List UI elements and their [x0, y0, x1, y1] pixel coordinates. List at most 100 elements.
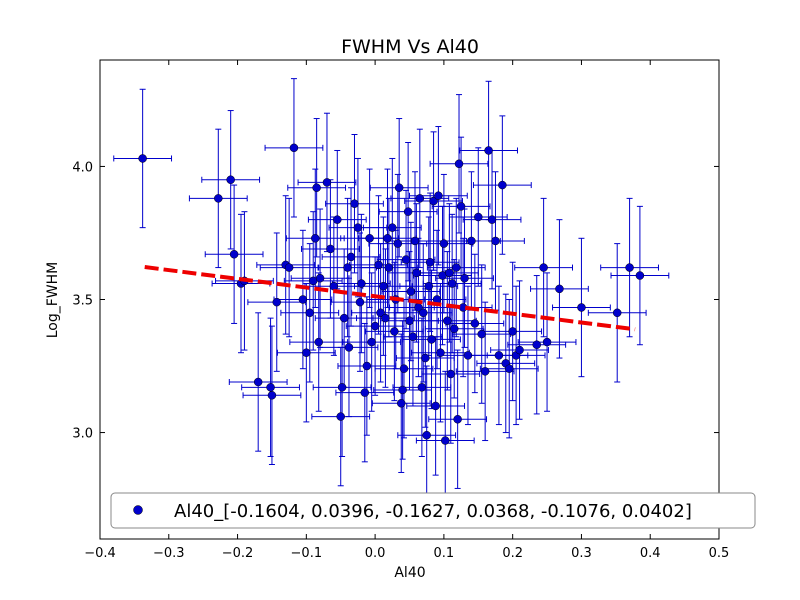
legend-box [110, 492, 756, 529]
y-axis-ticks: 3.0 3.5 4.0 [72, 160, 719, 442]
data-point [388, 223, 397, 232]
data-point [474, 212, 483, 222]
data-point [491, 236, 500, 246]
data-point [374, 260, 383, 270]
data-point [441, 436, 450, 445]
x-tick-label: −0.3 [153, 546, 185, 561]
data-point [454, 159, 464, 169]
data-point [405, 316, 414, 326]
data-point [353, 223, 363, 232]
data-point [370, 321, 380, 331]
x-tick-label: 0.1 [434, 546, 455, 561]
data-point [445, 268, 454, 278]
data-point [412, 268, 421, 278]
data-point [360, 388, 370, 397]
points-layer [138, 143, 645, 445]
legend-label: Al40_[-0.1604, 0.0396, -0.1627, 0.0368, … [174, 501, 692, 522]
data-point [350, 199, 359, 208]
data-point [431, 401, 440, 411]
data-point [272, 297, 282, 307]
x-tick-label: 0.5 [709, 546, 730, 561]
data-point [367, 337, 376, 347]
fit-line [144, 265, 636, 332]
chart-title: FWHM Vs Al40 [341, 36, 479, 58]
data-point [446, 369, 456, 379]
data-point [470, 319, 480, 328]
data-point [494, 351, 504, 360]
data-point [408, 332, 418, 342]
data-point [424, 281, 434, 291]
data-point [302, 348, 311, 357]
data-point [337, 383, 347, 392]
data-point [612, 308, 622, 318]
data-point [226, 175, 235, 184]
data-point [419, 308, 428, 318]
data-point [333, 215, 342, 224]
data-point [484, 146, 493, 155]
y-tick-label: 3.5 [72, 294, 93, 309]
data-point [305, 308, 315, 318]
data-point [336, 412, 345, 421]
data-point [415, 194, 425, 203]
x-tick-label: −0.2 [222, 546, 254, 561]
data-point [625, 263, 634, 272]
data-point [298, 295, 308, 304]
data-point [311, 234, 320, 243]
x-tick-label: −0.1 [291, 546, 323, 561]
data-point [384, 263, 394, 272]
data-point [434, 191, 443, 200]
data-point [532, 340, 541, 349]
data-point [343, 263, 352, 272]
legend-marker [133, 505, 143, 515]
data-point [344, 343, 354, 352]
data-point [453, 415, 462, 424]
data-point [436, 348, 445, 357]
data-point [381, 313, 390, 323]
data-point [508, 327, 517, 336]
data-point [401, 255, 411, 264]
data-point [456, 202, 466, 211]
x-tick-label: 0.4 [640, 546, 661, 561]
data-point [577, 303, 586, 312]
data-point [422, 430, 431, 440]
data-point [322, 178, 332, 187]
fit-line-layer [144, 265, 636, 332]
data-point [425, 257, 435, 267]
data-point [635, 271, 645, 280]
data-point [314, 337, 323, 347]
data-point [393, 239, 403, 248]
data-point [443, 316, 452, 326]
legend: Al40_[-0.1604, 0.0396, -0.1627, 0.0368, … [110, 492, 756, 529]
data-point [229, 250, 239, 259]
data-point [439, 239, 449, 248]
data-point [214, 194, 223, 203]
data-point [383, 234, 392, 243]
data-point [362, 361, 372, 371]
data-point [399, 364, 409, 373]
data-point [312, 183, 321, 192]
data-point [467, 236, 476, 246]
data-point [429, 196, 438, 206]
data-point [542, 337, 552, 347]
data-point [406, 287, 416, 296]
data-point [463, 351, 473, 360]
data-point [266, 383, 275, 392]
y-axis-label: Log_FWHM [45, 262, 61, 339]
y-tick-label: 4.0 [72, 160, 93, 175]
data-point [289, 143, 299, 153]
data-point [398, 385, 407, 395]
data-point [376, 308, 385, 318]
data-point [329, 281, 339, 291]
data-point [427, 335, 436, 344]
data-point [417, 383, 427, 392]
data-point [477, 329, 486, 339]
y-tick-label: 3.0 [72, 427, 93, 442]
data-point [460, 273, 469, 283]
data-point [339, 313, 349, 323]
x-axis-ticks: −0.4 −0.3 −0.2 −0.1 0.0 0.1 0.2 0.3 0.4 0.5 [84, 60, 729, 561]
data-point [539, 263, 548, 272]
data-point [480, 367, 490, 376]
data-point [253, 377, 263, 387]
data-point [487, 215, 497, 224]
